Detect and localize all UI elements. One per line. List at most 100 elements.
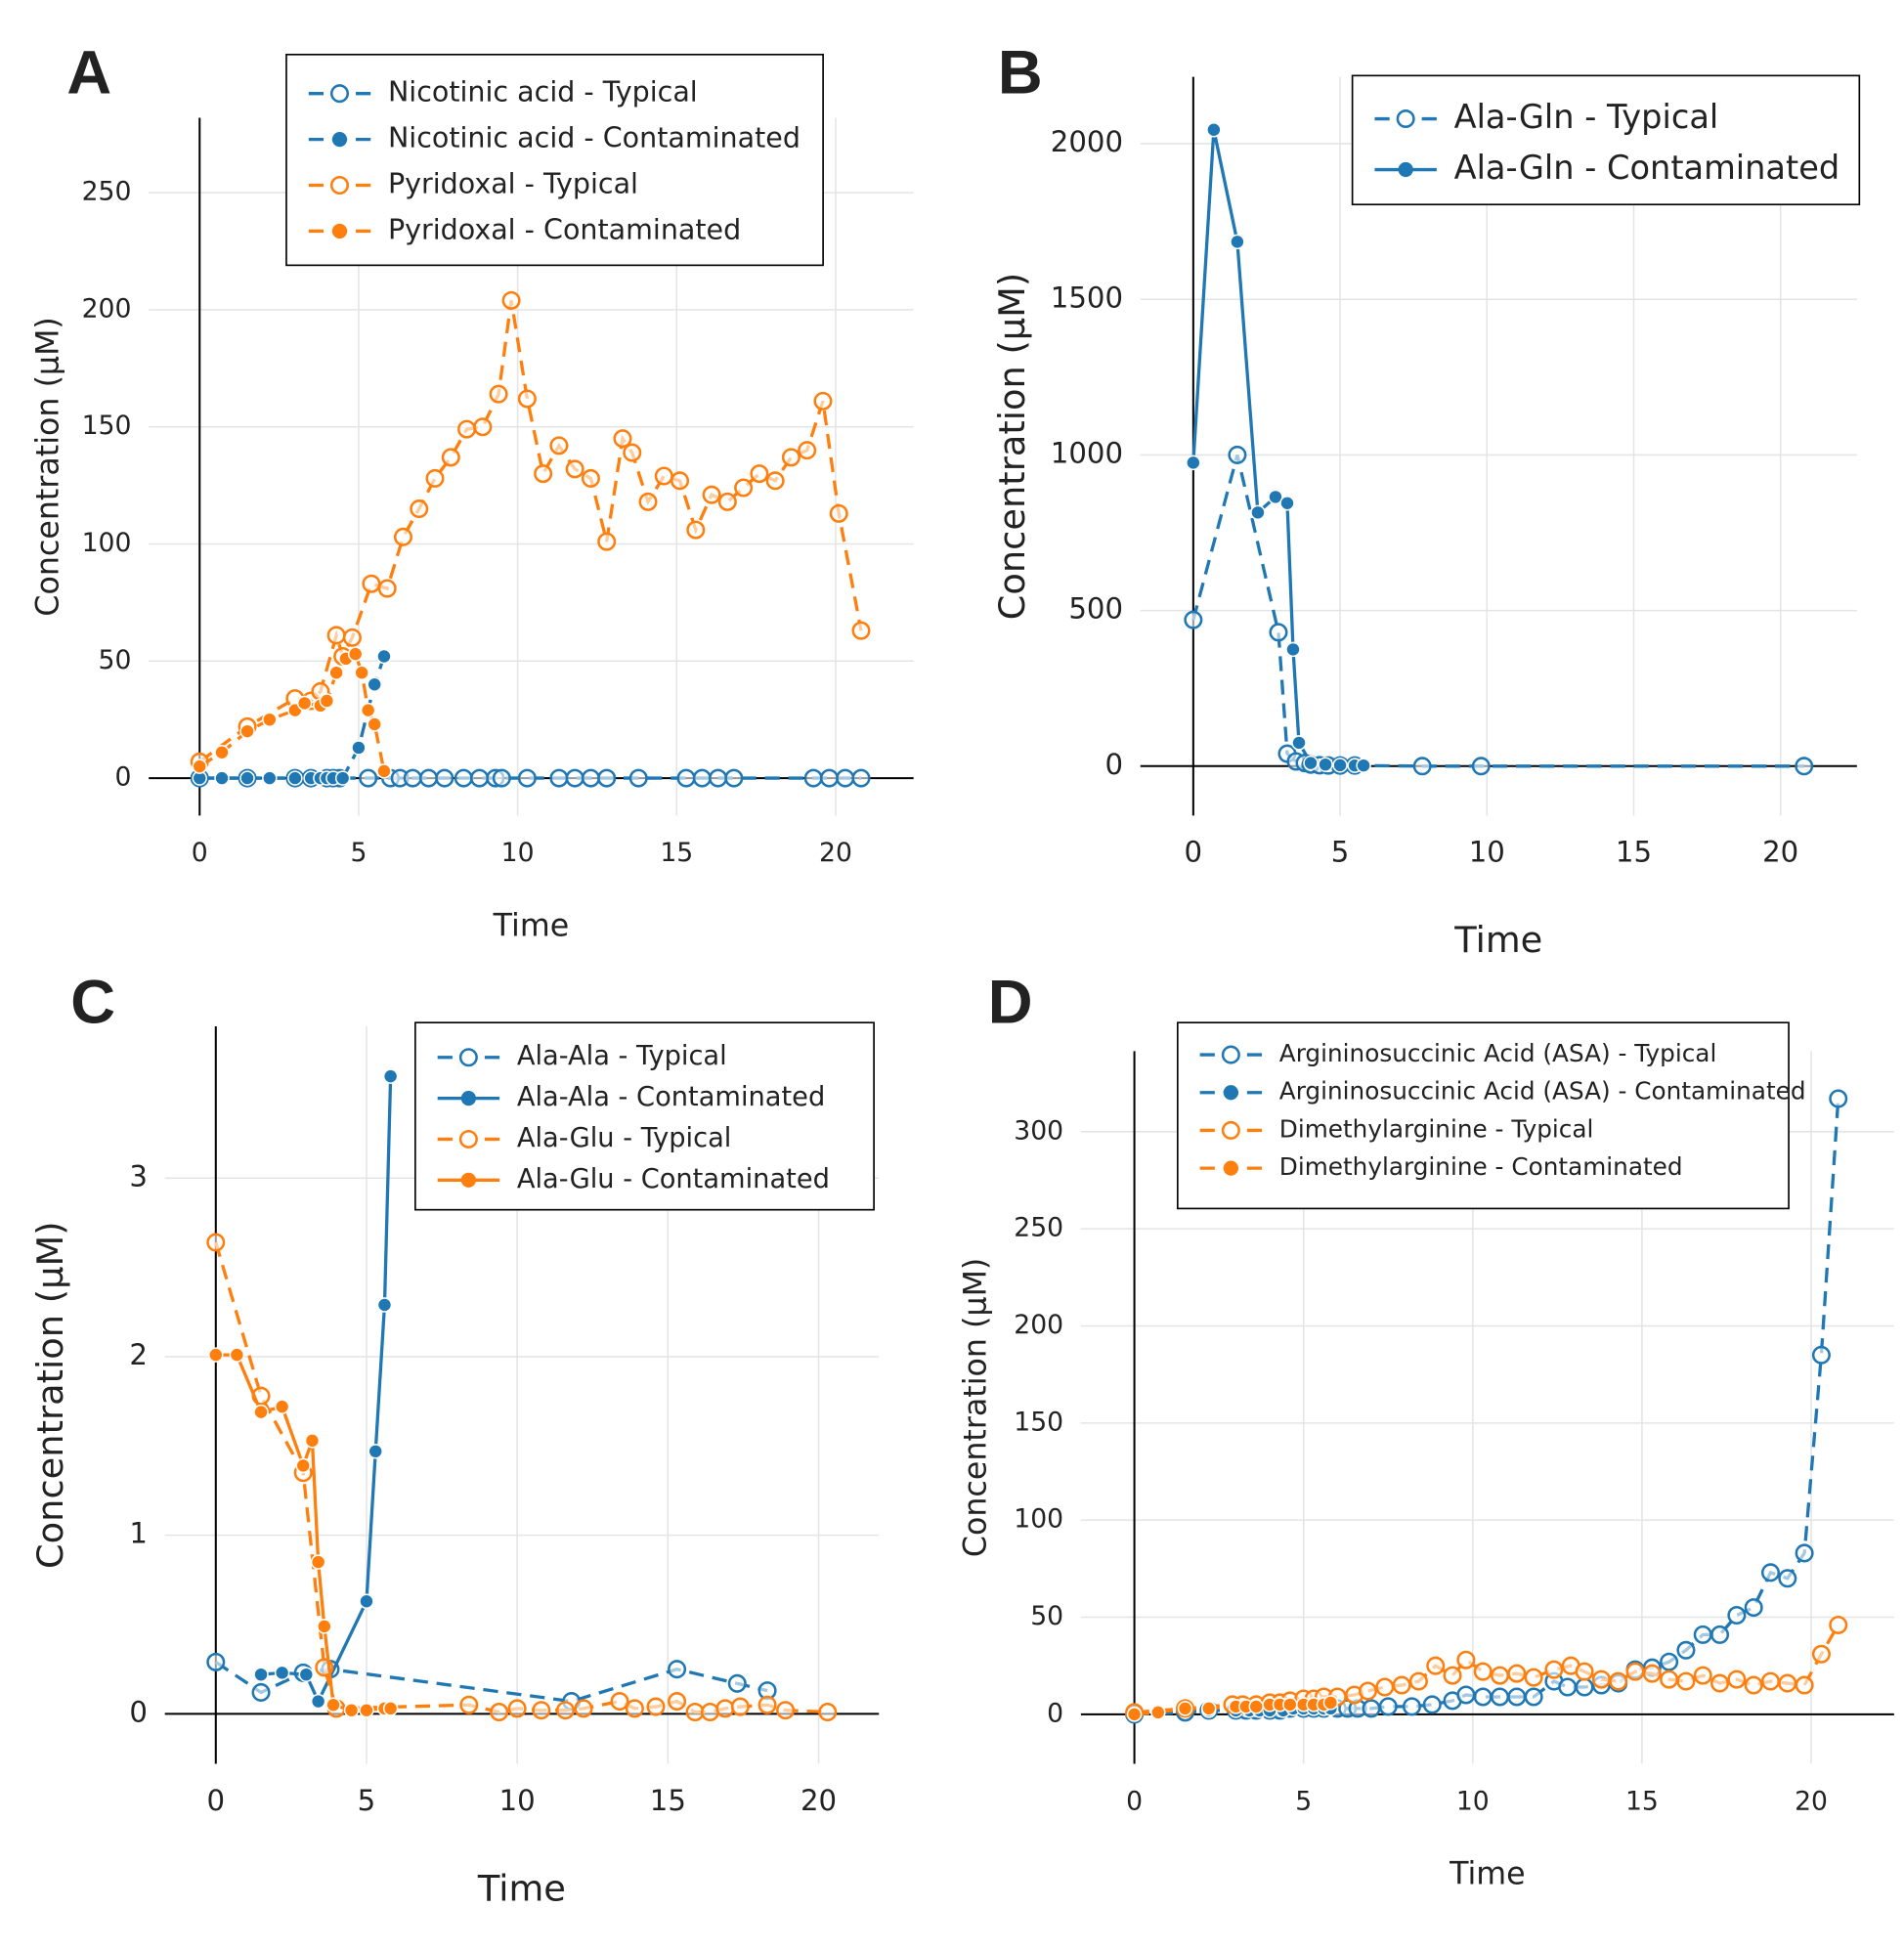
legend-marker (331, 131, 348, 148)
data-point (262, 770, 278, 786)
data-point (359, 768, 378, 788)
x-tick-label: 0 (207, 1784, 226, 1817)
panel: D0 5 10 15 20050100150200250300TimeConcentra… (958, 968, 1894, 1892)
data-point (730, 1697, 750, 1716)
data-point (1795, 757, 1814, 776)
legend-label: Ala-Glu - Typical (517, 1123, 732, 1153)
data-point (239, 723, 255, 739)
x-tick-label: 5 (1331, 836, 1350, 869)
y-tick-label: 0 (1104, 748, 1123, 781)
legend-marker (458, 1129, 478, 1149)
legend-label: Nicotinic acid - Contaminated (388, 122, 801, 154)
legend-marker (1221, 1045, 1240, 1064)
data-point (1402, 1697, 1422, 1716)
data-point (597, 532, 617, 551)
data-point (1318, 757, 1333, 772)
data-point (1676, 1640, 1696, 1660)
data-point (376, 648, 392, 665)
legend-box (285, 53, 824, 267)
data-point (501, 290, 521, 310)
data-point (638, 492, 658, 511)
data-point (214, 744, 230, 760)
data-point (1642, 1664, 1662, 1683)
data-point (382, 1701, 399, 1716)
x-tick-label: 15 (1616, 836, 1652, 869)
data-point (310, 1693, 326, 1710)
panel-label: C (70, 968, 115, 1036)
y-tick-label: 1000 (1051, 436, 1123, 469)
data-point (734, 478, 754, 498)
data-point (685, 1703, 705, 1722)
data-point (239, 770, 255, 786)
data-point (709, 768, 728, 788)
y-tick-label: 100 (1014, 1504, 1063, 1535)
x-axis-title: Time (1449, 1857, 1526, 1892)
data-point (328, 665, 344, 681)
y-tick-label: 0 (114, 762, 131, 793)
data-point (310, 1554, 326, 1570)
data-point (702, 485, 721, 504)
data-point (1291, 735, 1307, 751)
data-point (418, 768, 439, 788)
data-point (326, 626, 346, 645)
data-point (492, 768, 511, 788)
data-point (1829, 1615, 1848, 1634)
data-point (1558, 1677, 1578, 1697)
series-line (1191, 129, 1364, 767)
data-point (1507, 1664, 1527, 1683)
data-point (1760, 1671, 1780, 1691)
x-tick-label: 10 (1469, 836, 1505, 869)
data-point (1375, 1677, 1395, 1697)
data-point (717, 492, 737, 511)
data-point (1332, 758, 1348, 773)
y-tick-label: 150 (82, 411, 132, 441)
y-axis-title: Concentration (µM) (991, 273, 1033, 621)
data-point (1524, 1687, 1543, 1707)
data-point (360, 702, 376, 718)
data-point (581, 468, 600, 488)
data-point (457, 419, 477, 439)
legend-label: Pyridoxal - Contaminated (388, 213, 741, 245)
data-point (490, 1703, 509, 1722)
data-point (1660, 1652, 1679, 1671)
legend-marker (1398, 161, 1413, 178)
data-point (287, 770, 303, 786)
y-axis-title: Concentration (µM) (958, 1258, 993, 1557)
data-point (507, 1699, 527, 1718)
y-tick-label: 3 (129, 1159, 148, 1192)
data-point (818, 1703, 838, 1722)
data-point (1184, 610, 1203, 629)
data-point (206, 1233, 226, 1252)
data-point (325, 1697, 341, 1713)
data-point (343, 1702, 360, 1718)
x-tick-label: 10 (501, 838, 535, 868)
data-point (1206, 122, 1222, 138)
legend-label: Dimethylarginine - Typical (1279, 1114, 1594, 1143)
data-point (1269, 623, 1288, 642)
panel-label: D (988, 968, 1033, 1036)
data-point (851, 768, 871, 788)
data-point (1303, 755, 1319, 771)
data-point (473, 417, 493, 437)
data-point (298, 1667, 315, 1682)
data-point (1426, 1656, 1446, 1675)
data-point (628, 768, 648, 788)
data-point (1150, 1705, 1166, 1720)
data-point (1625, 1662, 1645, 1681)
data-point (192, 759, 207, 774)
panel: A0 5 10 15 20050100150200250TimeConcentratio… (31, 38, 914, 944)
data-point (1575, 1677, 1594, 1697)
data-point (1471, 757, 1491, 776)
data-point (692, 768, 712, 788)
data-point (351, 740, 367, 756)
data-point (1358, 1681, 1377, 1701)
data-point (1378, 1697, 1398, 1716)
data-point (304, 1433, 321, 1449)
data-point (776, 1701, 796, 1720)
legend-box (1351, 74, 1861, 206)
data-point (1811, 1644, 1831, 1664)
y-tick-label: 300 (1014, 1115, 1063, 1146)
data-point (1829, 1089, 1848, 1108)
data-point (829, 503, 848, 523)
data-point (671, 471, 690, 491)
